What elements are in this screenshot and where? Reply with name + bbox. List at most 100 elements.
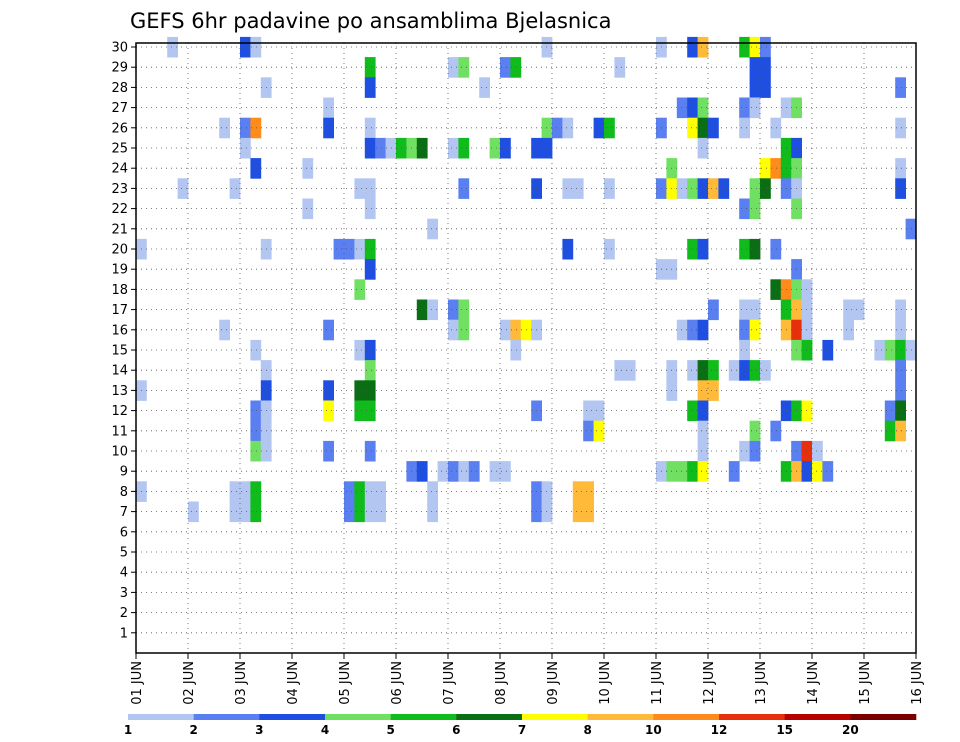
heatmap-cell: [749, 319, 761, 341]
heatmap-cell: [687, 238, 698, 260]
heatmap-cell: [250, 339, 262, 361]
heatmap-cell: [708, 178, 719, 199]
y-tick-label: 22: [111, 202, 128, 217]
heatmap-cell: [250, 440, 262, 462]
y-tick-label: 4: [120, 566, 128, 581]
heatmap-cell: [572, 481, 584, 502]
heatmap-cell: [333, 238, 345, 260]
heatmap-cell: [687, 178, 698, 199]
heatmap-cell: [458, 319, 470, 341]
colorbar-segment: [325, 714, 391, 720]
heatmap-cell: [895, 339, 906, 361]
heatmap-cell: [364, 481, 376, 502]
heatmap-cell: [510, 319, 522, 341]
colorbar-label: 10: [645, 723, 662, 737]
x-axis: 01 JUN 02 JUN 03 JUN 04 JUN 05 JUN 06 JUN 07 J…: [130, 653, 925, 705]
y-tick-label: 14: [111, 364, 128, 379]
y-tick-label: 16: [111, 323, 128, 338]
chart-title: GEFS 6hr padavine po ansamblima Bjelasni…: [130, 9, 611, 33]
heatmap-cell: [354, 481, 366, 502]
x-tick-label: 01 JUN: [130, 661, 145, 705]
heatmap-cell: [687, 319, 698, 341]
x-tick-label: 04 JUN: [286, 661, 301, 705]
heatmap-cell: [427, 218, 438, 240]
x-tick-label: 12 JUN: [702, 661, 717, 705]
heatmap-cell: [687, 117, 698, 139]
heatmap-cell: [697, 97, 709, 119]
heatmap-cell: [708, 380, 719, 401]
heatmap-cell: [458, 178, 470, 199]
heatmap-cell: [770, 420, 782, 442]
heatmap-cell: [884, 339, 896, 361]
heatmap-cell: [448, 137, 459, 159]
heatmap-cell: [749, 97, 761, 119]
colorbar: 1 2 3 4 5 6 7 8 10 12 15 20: [124, 714, 917, 737]
heatmap-cell: [749, 420, 761, 442]
y-tick-label: 30: [111, 41, 128, 56]
heatmap-cell: [749, 299, 761, 321]
heatmap-cell: [749, 36, 761, 58]
colorbar-segment: [522, 714, 588, 720]
heatmap-cell: [583, 420, 594, 442]
heatmap-cell: [760, 158, 771, 179]
heatmap-cell: [562, 117, 574, 139]
heatmap-cell: [676, 461, 688, 482]
heatmap-cell: [676, 178, 688, 199]
heatmap-cell: [302, 198, 314, 220]
heatmap-cell: [739, 440, 750, 462]
x-tick-label: 16 JUN: [910, 661, 925, 705]
x-tick-label: 13 JUN: [754, 661, 769, 705]
heatmap-cell: [323, 380, 334, 401]
heatmap-cell: [593, 117, 605, 139]
y-tick-label: 23: [111, 182, 128, 197]
heatmap-cells: [136, 36, 917, 523]
heatmap-cell: [614, 360, 626, 381]
heatmap-cell: [500, 461, 511, 482]
heatmap-cell: [728, 461, 740, 482]
y-tick-label: 24: [111, 162, 128, 177]
heatmap-cell: [739, 360, 750, 381]
colorbar-segment: [784, 714, 851, 720]
heatmap-cell: [500, 57, 511, 78]
colorbar-segment: [587, 714, 654, 720]
heatmap-cell: [895, 400, 906, 422]
heatmap-cell: [458, 461, 470, 482]
heatmap-cell: [884, 400, 896, 422]
heatmap-cell: [770, 158, 782, 179]
heatmap-cell: [354, 178, 366, 199]
colorbar-segment: [719, 714, 785, 720]
heatmap-cell: [739, 36, 750, 58]
heatmap-cell: [739, 198, 750, 220]
heatmap-cell: [760, 36, 771, 58]
heatmap-cell: [760, 360, 771, 381]
heatmap-cell: [749, 198, 761, 220]
heatmap-cell: [375, 501, 386, 523]
heatmap-cell: [895, 380, 906, 401]
heatmap-cell: [874, 339, 886, 361]
y-tick-label: 9: [120, 465, 128, 480]
heatmap-cell: [344, 238, 355, 260]
heatmap-cell: [364, 137, 376, 159]
y-tick-label: 1: [120, 626, 128, 641]
heatmap-cell: [749, 238, 761, 260]
heatmap-cell: [364, 400, 376, 422]
heatmap-cell: [177, 178, 189, 199]
heatmap-cell: [479, 77, 490, 98]
heatmap-cell: [583, 481, 594, 502]
heatmap-cell: [448, 319, 459, 341]
heatmap-cell: [697, 319, 709, 341]
heatmap-cell: [770, 279, 782, 300]
heatmap-cell: [697, 238, 709, 260]
heatmap-cell: [697, 36, 709, 58]
heatmap-cell: [250, 420, 262, 442]
heatmap-cell: [219, 117, 230, 139]
x-tick-label: 14 JUN: [806, 661, 821, 705]
x-tick-label: 08 JUN: [494, 661, 509, 705]
y-tick-label: 12: [111, 404, 128, 419]
heatmap-cell: [895, 319, 906, 341]
heatmap-cell: [583, 400, 594, 422]
colorbar-label: 1: [124, 723, 132, 737]
heatmap-cell: [364, 198, 376, 220]
x-tick-label: 05 JUN: [338, 661, 353, 705]
